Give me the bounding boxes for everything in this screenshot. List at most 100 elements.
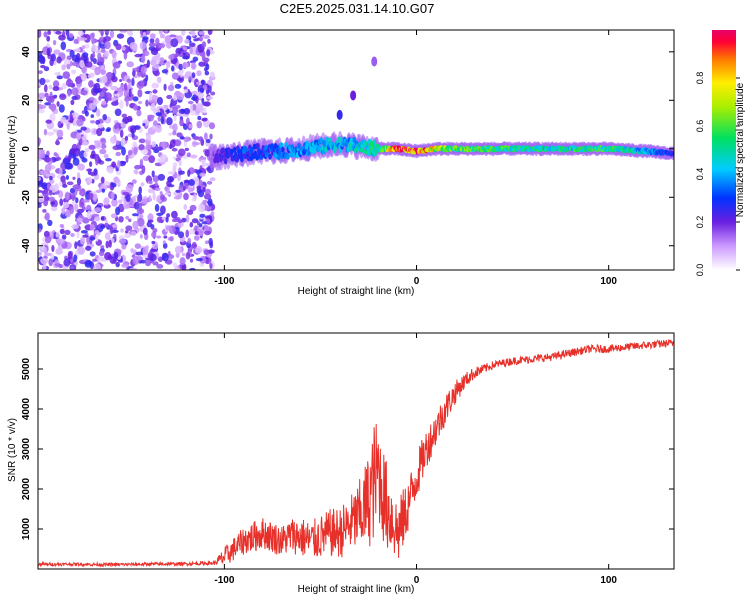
spectrogram-noise-cell [119,79,123,82]
spectrogram-noise-cell [171,147,178,152]
spectrogram-noise-cell [182,46,188,51]
spectrogram-noise-cell [139,158,144,168]
spectrogram-noise-cell [199,156,207,160]
spectrogram-noise-cell [160,154,168,160]
spectrogram-noise-cell [181,108,185,113]
spectrogram-noise-cell [47,219,53,227]
spectrogram-noise-cell [101,188,106,193]
spectrogram-noise-cell [196,120,203,129]
spectrogram-noise-cell [191,218,199,224]
spectrogram-noise-cell [100,48,106,53]
spectrogram-noise-cell [94,230,100,235]
spectrogram-noise-cell [167,176,174,183]
spectrogram-noise-cell [137,71,143,77]
spectrogram-noise-cell [79,59,85,69]
spectrogram-noise-cell [89,236,96,241]
spectrogram-noise-cell [151,240,156,245]
spectrogram-noise-cell [83,151,88,158]
spectrogram-noise-cell [66,63,71,70]
spectrogram-ridge-cell [274,153,279,160]
spectrogram-noise-cell [182,61,189,69]
spectrogram-noise-cell [146,148,152,156]
snr-y-axis-label: SNR (10 * v/v) [7,418,18,482]
spectrogram-noise-cell [110,136,118,144]
spectrogram-noise-cell [115,206,121,216]
spectrogram-noise-cell [57,238,65,244]
spectrogram-noise-cell [53,152,58,157]
spectrogram-noise-cell [142,155,150,161]
spectrogram-noise-cell [49,189,53,196]
spectrogram-noise-cell [155,112,162,117]
spectrogram-noise-cell [77,129,82,133]
spectrogram-ridge-cell [317,145,322,152]
spectrogram-noise-cell [84,260,93,268]
spectrogram-noise-cell [129,198,134,206]
spectrogram-noise-cell [38,30,42,38]
spectrogram-noise-cell [125,194,131,203]
spectrogram-noise-cell [192,142,201,146]
spectrogram-noise-cell [130,231,137,236]
colorbar-gradient [712,30,736,270]
spectrogram-noise-cell [43,156,52,163]
spectrogram-noise-cell [118,238,127,244]
spectrogram-noise-cell [116,33,125,39]
spectrogram-noise-cell [174,83,182,89]
spectrogram-noise-cell [201,117,208,122]
spectrogram-noise-cell [50,200,56,206]
spectrogram-noise-cell [153,149,160,154]
spectrogram-noise-cell [148,155,156,164]
spectrogram-noise-cell [172,162,178,167]
spectrogram-noise-cell [80,237,86,245]
spectrogram-noise-cell [76,118,84,127]
spectrogram-x-tick-label: -100 [214,276,234,287]
spectrogram-ridge-cell [297,142,301,149]
spectrogram-noise-cell [177,231,185,239]
spectrogram-noise-cell [183,136,190,143]
spectrogram-noise-cell [164,192,172,196]
spectrogram-noise-cell [104,50,109,57]
spectrogram-noise-cell [179,118,184,127]
spectrogram-noise-cell [162,242,168,249]
spectrogram-noise-cell [203,205,212,211]
spectrogram-noise-cell [156,235,162,239]
spectrogram-noise-cell [185,251,191,260]
spectrogram-noise-cell [207,30,213,35]
spectrogram-noise-cell [38,228,42,233]
spectrogram-noise-cell [164,104,169,109]
snr-y-tick-label: 4000 [21,397,32,420]
spectrogram-noise-cell [173,195,182,200]
spectrogram-noise-cell [84,61,93,68]
spectrogram-noise-cell [52,128,59,133]
spectrogram-ridge-cell [671,151,674,156]
spectrogram-noise-cell [101,100,107,106]
spectrogram-noise-cell [104,232,111,240]
spectrogram-noise-cell [43,79,51,83]
spectrogram-noise-cell [199,36,203,42]
spectrogram-noise-cell [209,177,216,182]
spectrogram-noise-cell [71,192,76,202]
spectrogram-noise-cell [95,119,101,125]
spectrogram-noise-cell [53,49,61,55]
spectrogram-noise-cell [187,237,192,244]
spectrogram-noise-cell [139,234,143,239]
spectrogram-noise-cell [56,75,63,80]
spectrogram-noise-cell [156,76,162,84]
spectrogram-noise-cell [121,263,130,268]
spectrogram-noise-cell [76,217,83,222]
spectrogram-noise-cell [204,188,211,195]
spectrogram-noise-cell [60,41,67,51]
spectrogram-noise-cell [188,123,193,129]
snr-x-tick-label: 0 [414,575,420,586]
spectrogram-noise-cell [82,52,89,58]
spectrogram-noise-cell [132,96,139,102]
spectrogram-y-tick-label: -40 [21,238,32,253]
spectrogram-noise-cell [99,148,107,155]
spectrogram-noise-cell [157,173,166,181]
spectrogram-noise-cell [120,228,124,233]
spectrogram-noise-cell [108,239,112,248]
spectrogram-ridge-cell [246,155,251,162]
spectrogram-noise-cell [163,235,168,239]
spectrogram-noise-cell [58,264,63,269]
spectrogram-noise-cell [133,146,138,156]
spectrogram-noise-cell [118,216,124,223]
